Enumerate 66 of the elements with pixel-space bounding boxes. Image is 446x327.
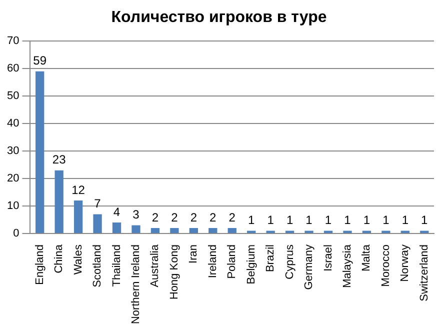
data-label: 1 [286,213,294,228]
data-label: 2 [171,210,178,224]
bar [132,225,140,234]
data-label: 3 [132,208,140,222]
data-label: 4 [113,204,120,219]
x-tick-label: Thailand [110,244,123,287]
data-label: 1 [267,213,274,228]
bar [150,228,160,234]
data-label: 2 [210,210,217,224]
x-tick-label: Northern Ireland [130,244,142,324]
data-label: 59 [33,54,47,68]
data-label: 23 [52,152,66,167]
bar [382,230,390,234]
chart-title: Количество игроков в туре [111,9,327,26]
x-tick-label: England [34,244,46,285]
x-tick-label: Switzerland [418,244,430,302]
x-tick-label: Belgium [245,244,258,284]
x-tick-label: China [53,244,66,274]
x-tick-label: Australia [149,244,162,288]
y-tick-label: 70 [6,35,20,48]
bar [112,222,122,234]
y-tick-label: 20 [6,172,20,185]
x-tick-label: Israel [322,244,334,272]
y-tick-label: 10 [6,200,20,212]
y-tick-label: 50 [6,90,20,102]
bar [304,230,314,234]
x-tick-label: Brazil [264,244,277,272]
bar [266,230,275,234]
data-label: 12 [72,182,86,197]
y-tick-label: 60 [6,62,20,75]
bar [170,228,179,234]
x-tick-label: Ireland [206,244,219,278]
data-label: 2 [152,210,159,224]
bar [93,214,102,234]
y-tick-label: 0 [13,228,20,240]
x-tick-label: Malta [360,244,373,272]
x-tick-label: Malaysia [342,244,354,288]
bar [343,230,352,234]
data-label: 1 [324,213,332,228]
x-tick-label: Iran [188,244,200,264]
x-tick-label: Scotland [92,244,104,288]
data-label: 1 [344,213,352,228]
bar [228,228,236,234]
x-tick-label: Wales [72,244,84,275]
data-label: 1 [306,213,313,228]
data-label: 2 [190,210,198,224]
bar [208,228,218,234]
bar [189,228,198,234]
y-tick-label: 40 [6,118,20,130]
x-tick-label: Cyprus [284,244,296,280]
x-tick-label: Poland [226,244,238,279]
x-tick-label: Germany [303,244,316,290]
bar [36,71,44,234]
data-label: 1 [382,213,390,228]
x-tick-label: Hong Kong [168,244,180,300]
data-label: 1 [248,213,255,228]
bar [54,170,64,234]
data-label: 1 [363,213,370,228]
data-label: 7 [94,196,102,211]
x-tick-label: Morocco [380,244,392,287]
data-label: 1 [421,213,428,228]
data-label: 1 [402,213,409,228]
x-tick-label: Norway [399,244,412,282]
data-label: 2 [228,210,236,224]
y-tick-label: 30 [6,145,20,158]
bar [74,200,83,234]
